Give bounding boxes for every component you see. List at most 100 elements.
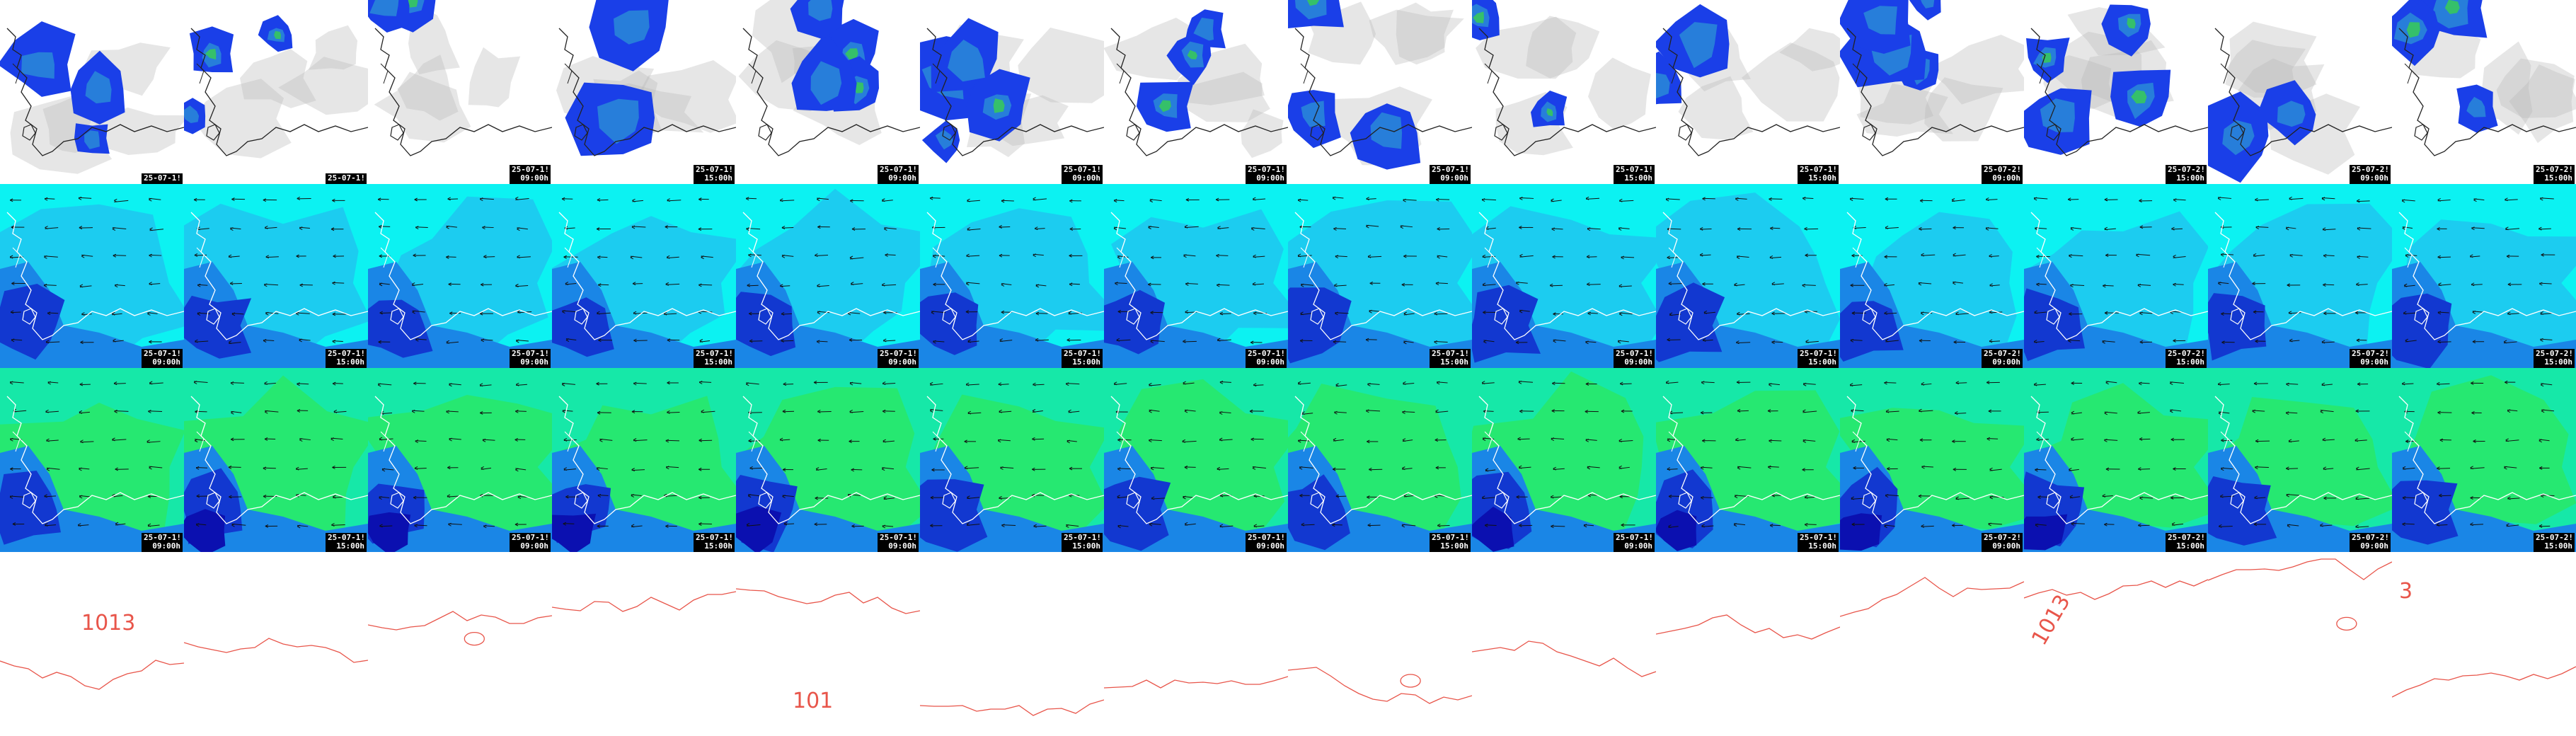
map-canvas (736, 0, 920, 184)
timestamp-label: 25-07-2! 15:00h (2166, 349, 2207, 368)
map-canvas (920, 552, 1104, 736)
wind-map-tile: 25-07-1! 09:00h (368, 184, 552, 368)
wind-map-tile: 25-07-2! 15:00h (2392, 184, 2576, 368)
isobar-value-label: 3 (2399, 579, 2413, 604)
timestamp-time: 15:00h (704, 173, 732, 183)
timestamp-time: 09:00h (888, 173, 916, 183)
map-canvas (1288, 184, 1472, 368)
map-canvas (1472, 0, 1656, 184)
wind-map-tile: 25-07-1! 09:00h (1472, 368, 1656, 552)
map-canvas (184, 184, 368, 368)
timestamp-time: 09:00h (1992, 357, 2020, 367)
wind-map-tile: 25-07-1! 15:00h (1656, 368, 1840, 552)
timestamp-date: 25-07-1! (512, 533, 549, 542)
timestamp-label: 25-07-1! 15:00h (1430, 533, 1471, 552)
map-canvas: 3 (2392, 552, 2576, 736)
precip-map-tile: 25-07-1! 09:00h (368, 0, 552, 184)
wind-map-tile: 25-07-2! 15:00h (2024, 184, 2208, 368)
timestamp-label: 25-07-1! 09:00h (1430, 165, 1471, 184)
timestamp-time: 15:00h (704, 357, 732, 367)
wind-map-tile: 25-07-1! 15:00h (552, 368, 736, 552)
map-canvas (552, 0, 736, 184)
map-canvas (2392, 0, 2576, 184)
wind-map-tile: 25-07-1! 15:00h (184, 368, 368, 552)
map-canvas (1104, 184, 1288, 368)
timestamp-label: 25-07-1! 15:00h (326, 349, 367, 368)
isobar-map-tile: 3 (2392, 552, 2576, 736)
timestamp-time: 09:00h (2360, 357, 2388, 367)
timestamp-time: 15:00h (1072, 541, 1100, 551)
wind-map-tile: 25-07-1! 15:00h (920, 184, 1104, 368)
map-canvas (0, 0, 184, 184)
timestamp-time: 15:00h (336, 541, 364, 551)
timestamp-time: 15:00h (2176, 173, 2204, 183)
map-canvas (1840, 184, 2024, 368)
map-canvas (1656, 552, 1840, 736)
map-canvas (2024, 184, 2208, 368)
timestamp-label: 25-07-1! 09:00h (878, 533, 919, 552)
map-canvas (1656, 0, 1840, 184)
timestamp-label: 25-07-1! 09:00h (510, 533, 551, 552)
timestamp-label: 25-07-1! 09:00h (142, 349, 183, 368)
timestamp-date: 25-07-1! (1800, 349, 1837, 358)
precip-map-tile: 25-07-2! 09:00h (1840, 0, 2024, 184)
timestamp-date: 25-07-1! (328, 349, 365, 358)
isobar-value-label: 101 (793, 689, 833, 713)
timestamp-date: 25-07-1! (328, 173, 365, 183)
timestamp-date: 25-07-2! (2352, 165, 2389, 174)
timestamp-time: 15:00h (1072, 357, 1100, 367)
map-canvas (1104, 368, 1288, 552)
timestamp-label: 25-07-1! 15:00h (694, 533, 735, 552)
map-canvas (368, 0, 552, 184)
timestamp-label: 25-07-1! 09:00h (878, 349, 919, 368)
isobar-map-tile (2208, 552, 2392, 736)
timestamp-date: 25-07-1! (1432, 349, 1469, 358)
wind-map-tile: 25-07-1! 15:00h (920, 368, 1104, 552)
wind-map-tile: 25-07-1! 15:00h (1656, 184, 1840, 368)
timestamp-time: 09:00h (152, 541, 180, 551)
timestamp-date: 25-07-2! (2352, 349, 2389, 358)
timestamp-date: 25-07-1! (144, 533, 181, 542)
timestamp-date: 25-07-2! (2168, 533, 2205, 542)
timestamp-date: 25-07-1! (1800, 165, 1837, 174)
isobar-map-tile (1656, 552, 1840, 736)
timestamp-label: 25-07-1! 15:00h (326, 533, 367, 552)
precip-map-tile: 25-07-1! 09:00h (1288, 0, 1472, 184)
timestamp-date: 25-07-1! (144, 349, 181, 358)
timestamp-date: 25-07-2! (2168, 349, 2205, 358)
timestamp-label: 25-07-1! (142, 173, 183, 184)
timestamp-label: 25-07-1! 15:00h (1798, 165, 1839, 184)
timestamp-time: 09:00h (520, 357, 548, 367)
timestamp-date: 25-07-1! (880, 165, 917, 174)
timestamp-label: 25-07-1! 09:00h (1614, 533, 1655, 552)
timestamp-time: 09:00h (1440, 173, 1468, 183)
map-canvas (2208, 368, 2392, 552)
wind-map-tile: 25-07-1! 09:00h (736, 368, 920, 552)
map-canvas (2024, 368, 2208, 552)
timestamp-label: 25-07-1! 15:00h (1798, 349, 1839, 368)
timestamp-date: 25-07-1! (1248, 165, 1285, 174)
timestamp-label: 25-07-1! 09:00h (1062, 165, 1103, 184)
isobar-map-tile: 1013 (0, 552, 184, 736)
precip-map-tile: 25-07-1! 09:00h (920, 0, 1104, 184)
map-canvas (184, 368, 368, 552)
map-canvas (0, 368, 184, 552)
timestamp-time: 15:00h (1440, 357, 1468, 367)
map-canvas (1288, 368, 1472, 552)
timestamp-label: 25-07-1! 09:00h (142, 533, 183, 552)
timestamp-label: 25-07-1! (326, 173, 367, 184)
timestamp-date: 25-07-1! (512, 349, 549, 358)
wind-map-tile: 25-07-1! 09:00h (368, 368, 552, 552)
map-canvas (0, 184, 184, 368)
timestamp-label: 25-07-2! 15:00h (2534, 349, 2575, 368)
timestamp-date: 25-07-1! (1616, 349, 1653, 358)
timestamp-label: 25-07-1! 15:00h (1062, 349, 1103, 368)
wind-map-tile: 25-07-1! 09:00h (736, 184, 920, 368)
timestamp-label: 25-07-2! 09:00h (2350, 349, 2391, 368)
timestamp-time: 09:00h (1256, 357, 1284, 367)
wind-map-tile: 25-07-1! 09:00h (1104, 368, 1288, 552)
precip-map-tile: 25-07-2! 15:00h (2024, 0, 2208, 184)
wind-map-tile: 25-07-1! 09:00h (0, 368, 184, 552)
isobar-map-tile (368, 552, 552, 736)
